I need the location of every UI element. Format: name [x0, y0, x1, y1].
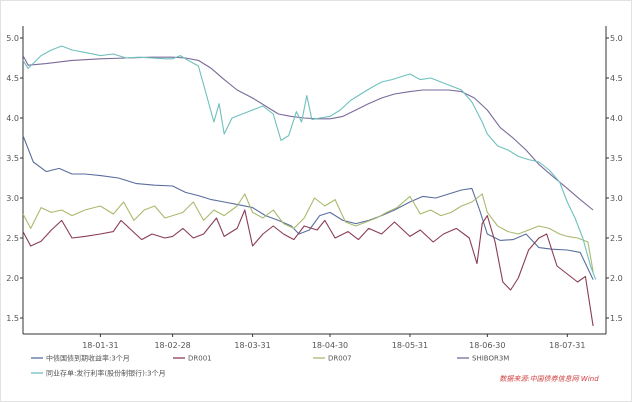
- y-tick-label-right: 3.0: [610, 194, 623, 203]
- y-tick-label-right: 4.5: [610, 74, 623, 83]
- series-line-4: [22, 45, 597, 280]
- x-tick-label: 18-02-28: [154, 341, 190, 350]
- y-tick-label-right: 2.5: [610, 234, 623, 243]
- y-tick-label-left: 5.0: [6, 34, 19, 43]
- y-tick-label-left: 3.0: [6, 194, 19, 203]
- legend-label: 中债国债到期收益率:3个月: [46, 354, 130, 363]
- legend: 中债国债到期收益率:3个月 DR001 DR007 SHIBOR3M 同业存单:发行利率…: [31, 354, 509, 378]
- x-tick-label: 18-05-31: [392, 341, 428, 350]
- y-tick-label-right: 2.0: [610, 274, 623, 283]
- legend-label: 同业存单:发行利率(股份制银行):3个月: [46, 369, 166, 378]
- legend-label: DR007: [328, 355, 352, 363]
- x-tick-label: 18-07-31: [549, 341, 585, 350]
- y-tick-label-right: 1.5: [610, 314, 623, 323]
- y-tick-label-right: 4.0: [610, 114, 623, 123]
- y-tick-label-left: 1.5: [6, 314, 19, 323]
- y-tick-label-left: 4.0: [6, 114, 19, 123]
- axes: 1.5 1.5 2.0 2.0 2.5 2.5 3.0 3.0 3.5 3.5 4.0 4.0 4.5 4…: [6, 26, 623, 350]
- source-note: 数据来源:中国债券信息网 Wind: [499, 375, 599, 383]
- y-tick-label-left: 2.0: [6, 274, 19, 283]
- x-tick-label: 18-04-30: [312, 341, 348, 350]
- series-line-1: [22, 209, 594, 327]
- series-line-0: [22, 135, 594, 280]
- y-tick-label-left: 2.5: [6, 234, 19, 243]
- x-tick-label: 18-03-31: [234, 341, 270, 350]
- y-tick-label-right: 5.0: [610, 34, 623, 43]
- series-line-2: [22, 193, 594, 272]
- series-line-3: [22, 55, 594, 211]
- legend-label: DR001: [188, 355, 212, 363]
- y-tick-label-right: 3.5: [610, 154, 623, 163]
- series-lines: [22, 45, 597, 327]
- x-tick-label: 18-06-30: [469, 341, 505, 350]
- x-tick-label: 18-01-31: [82, 341, 118, 350]
- y-tick-label-left: 3.5: [6, 154, 19, 163]
- y-tick-label-left: 4.5: [6, 74, 19, 83]
- legend-label: SHIBOR3M: [472, 355, 509, 363]
